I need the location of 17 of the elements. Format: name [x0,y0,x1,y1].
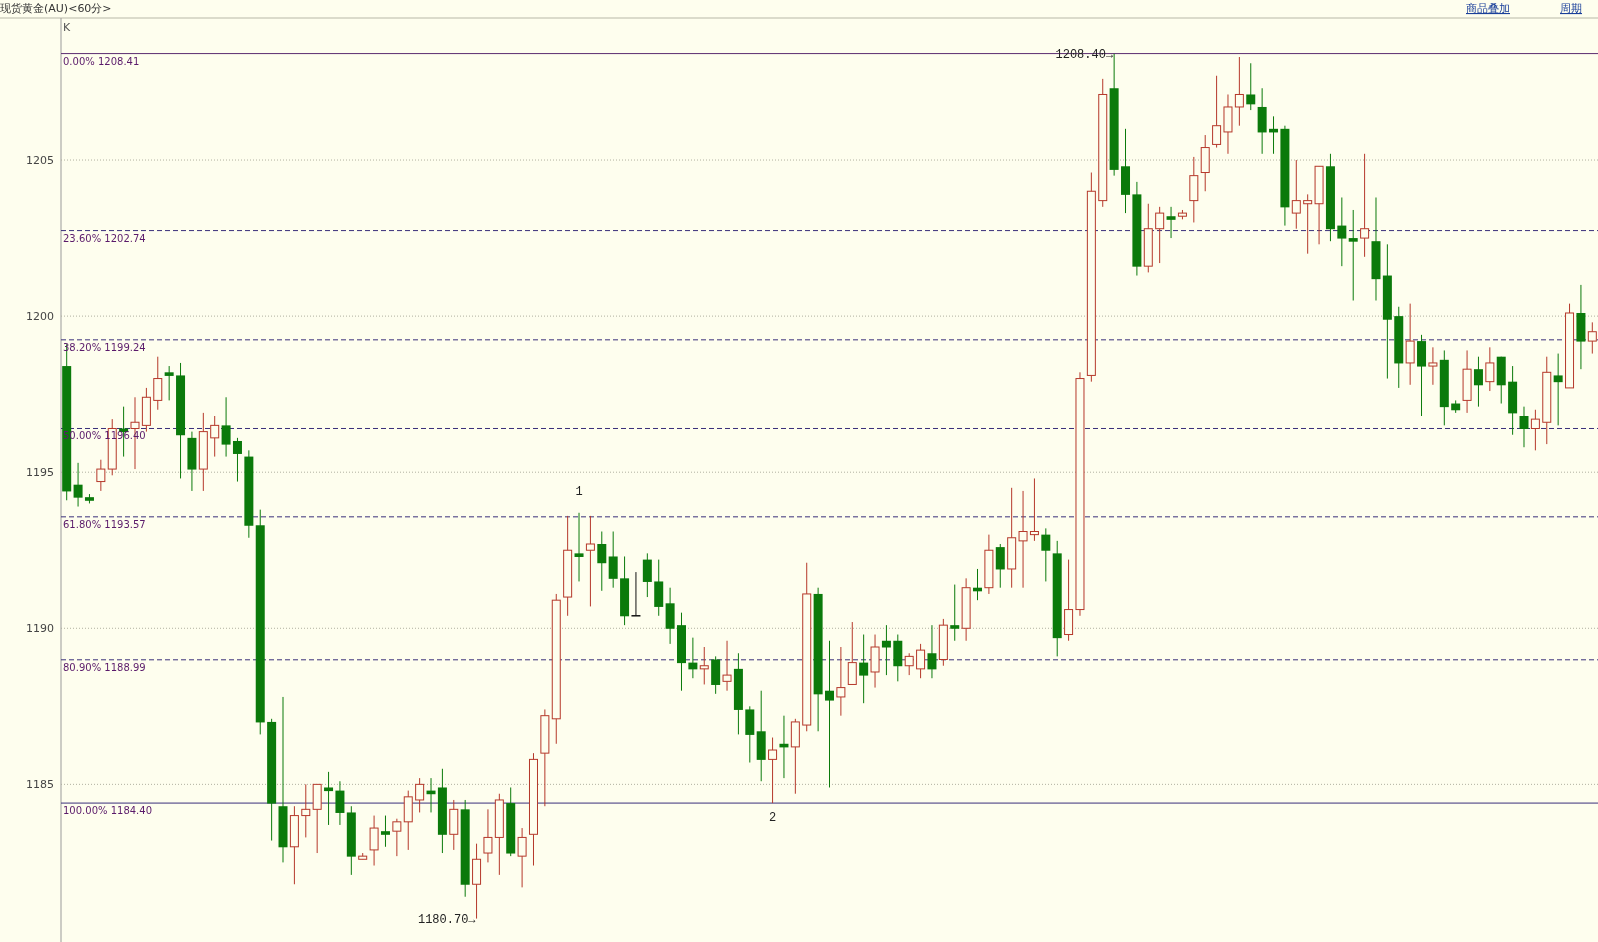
annotation: 1 [575,484,583,499]
ytick: 1200 [26,310,54,324]
annotation: 周期 [1560,2,1582,15]
annotation: K [63,21,71,34]
ytick: 1205 [26,154,54,168]
title: 现货黄金(AU)<60分> [0,2,112,15]
ref-label: 0.00% 1208.41 [63,55,140,67]
annotation: 商品叠加 [1466,2,1510,15]
ytick: 1195 [26,466,54,480]
annotation: 2 [768,811,777,826]
ref-label: 100.00% 1184.40 [63,805,153,817]
annotation: 1180.70→ [417,912,476,927]
ytick: 1185 [26,778,54,792]
ytick: 1190 [26,622,54,636]
ref-label: 80.90% 1188.99 [63,661,146,673]
ref-label: 23.60% 1202.74 [63,232,146,244]
ref-label: 61.80% 1193.57 [63,518,146,530]
